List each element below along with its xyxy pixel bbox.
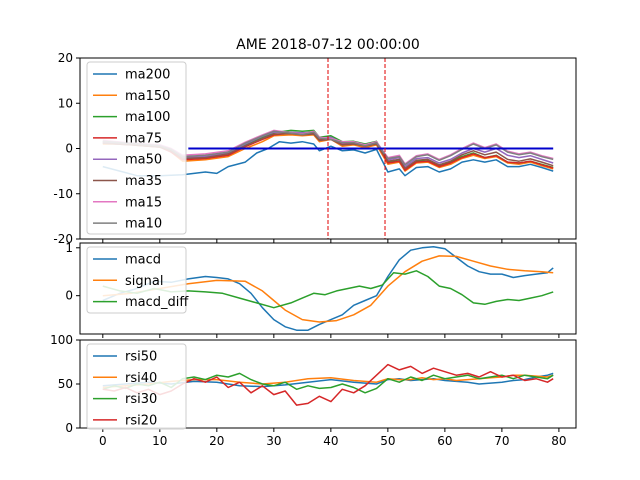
axes-frame-macd xyxy=(79,242,577,335)
legend-label-ma50: ma50 xyxy=(125,153,162,168)
y-tick-label: 10 xyxy=(58,96,73,110)
legend-label-macd: macd xyxy=(125,253,161,268)
legend-ma: ma200 ma150 ma100 ma75 ma50 ma35 ma15 ma10 xyxy=(86,61,187,235)
chart-title: AME 2018-07-12 00:00:00 xyxy=(236,37,420,53)
y-tick-label: 0 xyxy=(65,142,73,156)
series-line-rsi50 xyxy=(102,372,554,388)
y-tick-label: 50 xyxy=(58,377,73,391)
panels: -20-1001020ma200ma150ma100ma75ma50ma35ma… xyxy=(50,51,577,448)
y-tick-label: 0 xyxy=(65,421,73,435)
legend-label-signal: signal xyxy=(125,274,163,289)
legend-macd: macd signal macd_diff xyxy=(86,246,189,314)
x-tick-label: 80 xyxy=(551,434,566,448)
series-line-ma15 xyxy=(102,129,554,165)
legend-label-macd_diff: macd_diff xyxy=(125,295,189,310)
legend-label-ma35: ma35 xyxy=(125,174,162,189)
series-line-macd_diff xyxy=(102,270,554,309)
legend-label-rsi30: rsi30 xyxy=(125,392,157,407)
legend-label-ma100: ma100 xyxy=(125,110,170,125)
x-tick-label: 60 xyxy=(437,434,452,448)
y-tick-label: 1 xyxy=(65,241,73,255)
legend-box xyxy=(86,246,187,314)
x-tick-label: 0 xyxy=(99,434,107,448)
legend-box xyxy=(86,61,187,235)
legend-label-ma15: ma15 xyxy=(125,195,162,210)
legend-label-ma200: ma200 xyxy=(125,68,170,83)
x-tick-label: 30 xyxy=(266,434,281,448)
y-tick-label: 0 xyxy=(65,289,73,303)
panel-macd: 0 1 macd signal macd_diff xyxy=(65,241,577,338)
series-line-signal xyxy=(102,255,554,323)
x-tick-label: 20 xyxy=(209,434,224,448)
series-line-ma200 xyxy=(102,140,554,177)
legend-label-rsi50: rsi50 xyxy=(125,350,157,365)
series-line-macd xyxy=(102,246,554,331)
y-tick-label: 100 xyxy=(50,333,73,347)
legend-label-ma10: ma10 xyxy=(125,217,162,232)
plot-area-ma xyxy=(102,58,554,239)
legend-box xyxy=(86,343,187,430)
legend-label-ma75: ma75 xyxy=(125,131,162,146)
legend-label-rsi40: rsi40 xyxy=(125,371,157,386)
panel-ma: -20-1001020ma200ma150ma100ma75ma50ma35ma… xyxy=(53,51,577,246)
y-tick-label: -20 xyxy=(53,232,73,246)
legend-label-rsi20: rsi20 xyxy=(125,413,157,428)
legend-rsi: rsi50 rsi40 rsi30 rsi20 xyxy=(86,343,187,430)
legend-label-ma150: ma150 xyxy=(125,89,170,104)
x-tick-label: 70 xyxy=(494,434,509,448)
x-tick-label: 40 xyxy=(323,434,338,448)
series-line-ma10 xyxy=(102,130,554,166)
y-tick-label: 20 xyxy=(58,51,73,65)
y-tick-label: -10 xyxy=(53,187,73,201)
plot-area-macd xyxy=(102,246,554,331)
x-tick-label: 50 xyxy=(380,434,395,448)
x-tick-label: 10 xyxy=(152,434,167,448)
